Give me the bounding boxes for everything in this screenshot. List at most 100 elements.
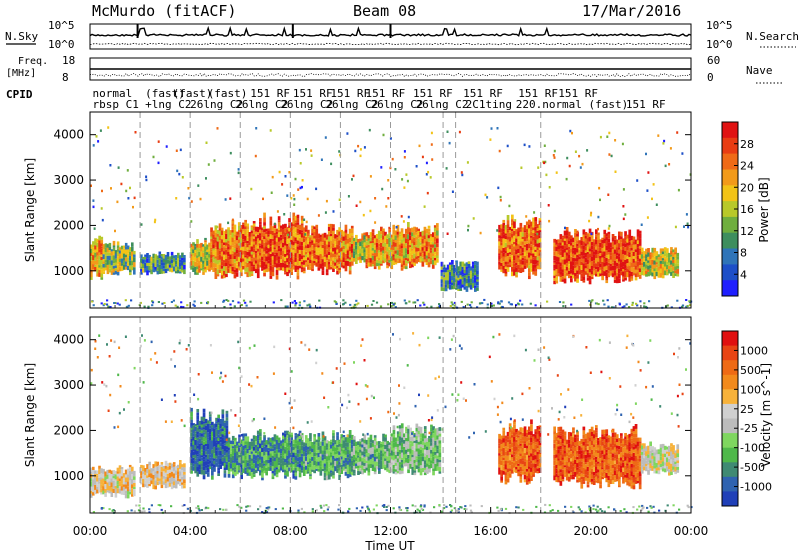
echo-cell <box>567 236 571 241</box>
echo-speck <box>152 155 155 159</box>
echo-speck <box>382 133 385 137</box>
echo-cell <box>340 434 344 439</box>
echo-cell <box>304 229 308 232</box>
echo-cell <box>256 440 260 445</box>
echo-region <box>102 240 136 276</box>
echo-cell <box>517 236 520 241</box>
echo-cell <box>659 253 663 256</box>
echo-cell <box>622 250 625 255</box>
echo-cell <box>181 260 184 266</box>
echo-cell <box>350 261 354 266</box>
echo-cell <box>645 248 648 252</box>
echo-cell <box>252 230 256 235</box>
near-range-cell <box>151 301 155 304</box>
echo-cell <box>164 264 168 269</box>
echo-cell <box>142 256 145 260</box>
echo-cell <box>309 463 312 468</box>
near-range-cell <box>460 300 463 303</box>
echo-cell <box>296 253 300 259</box>
echo-cell <box>409 265 412 269</box>
echo-cell <box>100 256 104 260</box>
echo-cell <box>661 248 665 252</box>
echo-cell <box>409 463 412 469</box>
echo-cell <box>200 463 204 467</box>
echo-cell <box>588 241 592 247</box>
echo-cell <box>198 251 201 257</box>
echo-cell <box>394 441 398 444</box>
echo-cell <box>523 230 527 233</box>
echo-cell <box>523 256 527 259</box>
echo-cell <box>407 469 410 474</box>
echo-cell <box>279 240 283 244</box>
echo-cell <box>179 269 182 272</box>
echo-cell <box>204 242 207 247</box>
echo-cell <box>104 267 108 271</box>
echo-cell <box>663 270 667 276</box>
echo-cell <box>271 461 275 467</box>
echo-cell <box>200 268 203 271</box>
near-range-cell <box>451 303 454 306</box>
echo-cell <box>578 254 581 257</box>
echo-cell <box>415 448 419 452</box>
echo-cell <box>210 267 213 270</box>
echo-speck <box>299 162 302 165</box>
echo-cell <box>275 263 279 268</box>
echo-cell <box>190 458 193 463</box>
echo-cell <box>112 245 116 248</box>
echo-cell <box>626 245 629 251</box>
echo-cell <box>208 416 212 422</box>
echo-cell <box>168 465 172 470</box>
near-range-cell <box>623 305 626 308</box>
echo-cell <box>307 260 310 265</box>
echo-cell <box>90 481 93 487</box>
echo-cell <box>572 265 575 271</box>
echo-cell <box>273 235 277 241</box>
echo-cell <box>474 277 477 283</box>
echo-cell <box>142 479 145 484</box>
echo-cell <box>212 259 215 263</box>
echo-cell <box>265 451 268 456</box>
echo-cell <box>574 267 577 273</box>
echo-cell <box>129 251 132 256</box>
echo-cell <box>436 243 439 248</box>
echo-speck <box>381 187 384 191</box>
echo-cell <box>504 225 508 230</box>
echo-cell <box>146 477 149 481</box>
echo-cell <box>146 266 149 271</box>
echo-cell <box>649 254 652 260</box>
echo-cell <box>409 430 412 434</box>
echo-cell <box>402 241 406 244</box>
echo-cell <box>590 249 594 252</box>
echo-cell <box>417 256 420 259</box>
echo-cell <box>96 238 99 243</box>
echo-speck <box>297 188 300 191</box>
echo-cell <box>346 464 350 470</box>
echo-cell <box>394 451 398 455</box>
echo-cell <box>421 461 425 465</box>
echo-cell <box>371 453 375 458</box>
echo-cell <box>273 461 277 466</box>
echo-cell <box>398 431 402 437</box>
echo-cell <box>330 470 333 473</box>
echo-cell <box>392 246 396 250</box>
echo-cell <box>256 251 260 255</box>
echo-cell <box>563 268 567 274</box>
echo-cell <box>425 251 429 256</box>
echo-cell <box>248 256 252 262</box>
echo-cell <box>371 253 375 256</box>
echo-cell <box>166 463 170 467</box>
near-range-cell <box>353 303 356 306</box>
near-range-cell <box>107 305 110 308</box>
echo-cell <box>622 258 625 262</box>
echo-cell <box>282 267 285 271</box>
echo-cell <box>223 445 227 449</box>
echo-cell <box>116 473 120 477</box>
echo-cell <box>286 243 289 247</box>
echo-cell <box>290 226 293 232</box>
echo-cell <box>601 254 604 258</box>
echo-cell <box>265 228 268 232</box>
echo-cell <box>271 226 275 231</box>
echo-cell <box>476 281 479 286</box>
echo-cell <box>216 252 220 256</box>
echo-cell <box>279 231 283 235</box>
